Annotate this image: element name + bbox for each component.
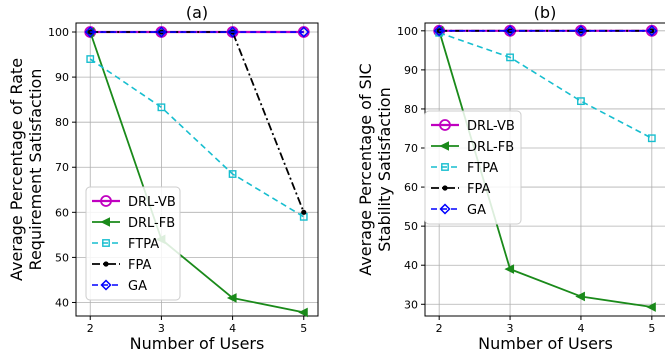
legend-label: DRL-VB [467, 119, 515, 134]
x-axis-label: Number of Users [130, 334, 265, 353]
legend-label: FTPA [467, 161, 498, 176]
data-point [298, 307, 308, 318]
legend-marker [439, 119, 451, 131]
legend: DRL-VB DRL-FB FTPA FPA GA [424, 110, 522, 225]
x-tick-label: 5 [300, 322, 307, 335]
legend-label: FPA [128, 258, 151, 273]
plot-frame [75, 22, 319, 317]
y-tick-label: 30 [404, 298, 418, 311]
legend-marker [441, 163, 449, 171]
legend-marker [439, 203, 451, 215]
legend-marker [103, 261, 109, 267]
data-point [226, 293, 237, 303]
series-line [89, 58, 305, 218]
legend-box [424, 110, 522, 225]
y-tick-label: 80 [55, 116, 69, 129]
legend-label: DRL-VB [128, 195, 176, 210]
data-point [504, 25, 516, 37]
y-tick-label: 90 [55, 71, 69, 84]
data-point [155, 26, 167, 38]
legend-label: GA [467, 203, 486, 218]
legend-box [85, 186, 181, 301]
x-tick-label: 2 [436, 322, 443, 335]
y-axis-label: Stability Satisfaction [375, 87, 394, 251]
legend-label: DRL-FB [128, 216, 175, 231]
y-tick-label: 60 [55, 206, 69, 219]
data-point [227, 26, 239, 38]
x-tick-label: 2 [87, 322, 94, 335]
legend-marker [439, 141, 449, 151]
legend-label: FTPA [128, 237, 159, 252]
series-ga [84, 26, 310, 38]
y-tick-label: 50 [404, 220, 418, 233]
legend-marker [102, 239, 110, 247]
chart-panel-b: 2 3 4 5 30 40 50 60 70 80 90 100 (b) Number of Users A… [356, 3, 665, 353]
y-tick-label: 70 [55, 161, 69, 174]
legend-label: FPA [467, 182, 490, 197]
data-point [86, 55, 95, 63]
y-tick-label: 100 [397, 25, 418, 38]
legend-label: DRL-FB [467, 140, 514, 155]
x-tick-label: 5 [648, 322, 655, 335]
x-axis-label: Number of Users [478, 334, 613, 353]
legend-marker [442, 185, 448, 191]
data-point [577, 97, 585, 106]
chart-title: (b) [534, 3, 557, 22]
data-point [575, 25, 587, 37]
data-point [228, 170, 237, 178]
legend: DRL-VB DRL-FB FTPA FPA GA [85, 186, 181, 301]
x-tick-label: 3 [507, 322, 514, 335]
data-point [649, 28, 655, 34]
legend-label: GA [128, 279, 147, 294]
series-ga [433, 25, 658, 37]
legend-marker [100, 195, 112, 207]
y-tick-label: 80 [404, 103, 418, 116]
data-point [298, 26, 310, 38]
data-point [647, 134, 656, 143]
chart-title: (a) [186, 3, 208, 22]
data-point [157, 103, 166, 112]
x-tick-label: 4 [577, 322, 584, 335]
data-point [646, 302, 656, 312]
y-axis-label: Average Percentage of SIC [356, 63, 375, 275]
y-tick-label: 90 [404, 64, 418, 77]
data-point [575, 291, 585, 302]
x-tick-label: 4 [229, 322, 236, 335]
y-tick-label: 40 [404, 259, 418, 272]
y-axis-label: Average Percentage of Rate [7, 58, 26, 281]
legend-marker [100, 217, 110, 227]
y-tick-label: 50 [55, 251, 69, 264]
series-line [89, 31, 304, 314]
chart-panel-a: 2 3 4 5 40 50 60 70 80 90 100 (a) Number of Users Ave… [7, 3, 319, 353]
data-point [506, 53, 514, 62]
data-point [504, 264, 515, 274]
y-tick-label: 100 [48, 26, 69, 39]
data-point [84, 26, 96, 38]
y-axis-label: Requirement Satisfaction [26, 69, 45, 271]
data-point [301, 209, 307, 215]
x-tick-label: 3 [158, 322, 165, 335]
y-tick-label: 40 [55, 296, 69, 309]
legend-marker [100, 279, 112, 291]
y-tick-label: 70 [404, 142, 418, 155]
y-tick-label: 60 [404, 181, 418, 194]
data-point [646, 25, 658, 37]
data-point [433, 25, 445, 37]
